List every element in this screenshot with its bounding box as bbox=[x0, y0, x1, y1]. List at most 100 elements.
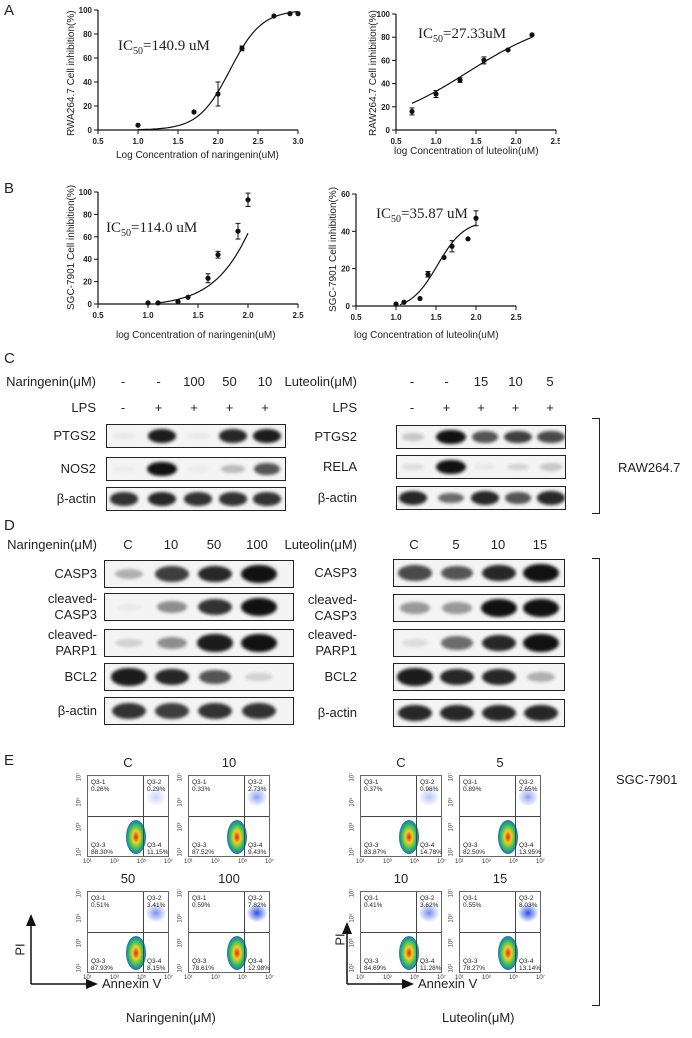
lane-label: + bbox=[477, 400, 485, 415]
protein-band bbox=[504, 492, 532, 504]
svg-text:100: 100 bbox=[377, 10, 391, 19]
ic50-sub: 50 bbox=[433, 34, 443, 45]
quadrant-q3-2: Q3-2 8.03% bbox=[519, 895, 538, 909]
flow-y-tick: 10³ bbox=[448, 822, 455, 832]
protein-band bbox=[398, 565, 432, 581]
svg-text:1.0: 1.0 bbox=[132, 137, 144, 146]
svg-text:3.0: 3.0 bbox=[292, 137, 304, 146]
svg-text:0.5: 0.5 bbox=[390, 137, 402, 146]
gate-line bbox=[244, 776, 245, 856]
gate-line bbox=[416, 892, 417, 972]
protein-band bbox=[198, 669, 232, 685]
cell-population bbox=[498, 820, 518, 854]
quadrant-q3-4: Q3-4 11.15% bbox=[147, 842, 169, 856]
quadrant-q3-2: Q3-2 2.73% bbox=[248, 779, 267, 793]
flow-y-tick: 10⁵ bbox=[448, 913, 455, 923]
lane-label: 10 bbox=[508, 374, 523, 389]
blot-strip bbox=[393, 559, 565, 587]
svg-text:80: 80 bbox=[83, 210, 92, 219]
quadrant-q3-4: Q3-4 11.28% bbox=[420, 958, 442, 972]
flow-x-tick: 10⁷ bbox=[536, 859, 545, 865]
protein-band bbox=[401, 638, 429, 648]
lane-label: 50 bbox=[206, 537, 222, 552]
cell-population bbox=[419, 788, 439, 806]
quadrant-q3-4: Q3-4 8.15% bbox=[147, 958, 166, 972]
lane-label: - bbox=[120, 400, 126, 415]
blot-row-label: β-actin bbox=[317, 490, 357, 505]
blot-row-label: RELA bbox=[323, 459, 357, 474]
protein-band bbox=[402, 463, 424, 471]
treatment-label-luteolin: Luteolin(μM) bbox=[284, 374, 357, 389]
lane-label: + bbox=[442, 400, 451, 415]
flow-x-tick: 10⁷ bbox=[265, 859, 274, 865]
lane-label: 10 bbox=[490, 537, 506, 552]
quadrant-q3-4: Q3-4 13.14% bbox=[519, 958, 542, 972]
ic50-sub: 50 bbox=[133, 46, 143, 57]
protein-band bbox=[470, 491, 500, 505]
flow-plot: Q3-1 0.55% Q3-2 8.03% Q3-3 78.27% Q3-4 13.1… bbox=[459, 891, 541, 973]
flow-x-tick: 10⁷ bbox=[536, 975, 545, 981]
protein-band bbox=[155, 703, 189, 719]
protein-band bbox=[147, 429, 177, 443]
svg-text:1.5: 1.5 bbox=[430, 313, 442, 322]
lane-label: - bbox=[444, 374, 449, 389]
protein-band bbox=[154, 668, 190, 686]
flow-y-tick: 10⁵ bbox=[76, 797, 83, 807]
svg-text:2.5: 2.5 bbox=[510, 313, 522, 322]
blot-strip bbox=[396, 486, 566, 510]
blot-row-label: β-actin bbox=[57, 703, 97, 718]
quadrant-q3-1: Q3-1 0.59% bbox=[192, 895, 211, 909]
lane-label: + bbox=[154, 400, 163, 415]
flow-plot: Q3-1 0.26% Q3-2 0.29% Q3-3 88.30% Q3-4 11.1… bbox=[87, 775, 169, 857]
svg-text:0: 0 bbox=[88, 300, 93, 309]
blot-strip bbox=[104, 629, 294, 657]
y-axis-label: SGC-7901 Cell inhibition(%) bbox=[328, 186, 339, 312]
flow-y-tick: 10⁷ bbox=[76, 772, 83, 782]
lane-label: + bbox=[261, 400, 269, 415]
protein-band bbox=[218, 429, 248, 443]
quadrant-q3-3: Q3-3 87.52% bbox=[192, 842, 215, 856]
panel-letter-c: C bbox=[4, 350, 15, 367]
protein-band bbox=[537, 430, 565, 444]
flow-y-tick: 10³ bbox=[177, 822, 184, 832]
protein-band bbox=[253, 463, 281, 475]
protein-band bbox=[397, 704, 433, 722]
protein-band bbox=[481, 634, 517, 652]
svg-text:0: 0 bbox=[386, 126, 391, 135]
gate-line bbox=[515, 776, 516, 856]
gate-line bbox=[244, 892, 245, 972]
lane-label: 15 bbox=[532, 537, 548, 552]
cell-population bbox=[498, 936, 518, 970]
cell-population bbox=[146, 904, 166, 922]
svg-text:40: 40 bbox=[83, 255, 92, 264]
svg-text:1.0: 1.0 bbox=[430, 137, 442, 146]
protein-band bbox=[523, 704, 559, 722]
treatment-label-naringenin-d: Naringenin(μM) bbox=[7, 537, 97, 552]
flow-plot: Q3-1 0.89% Q3-2 2.65% Q3-3 82.50% Q3-4 13.9… bbox=[459, 775, 541, 857]
quadrant-q3-4: Q3-4 9.43% bbox=[248, 842, 267, 856]
gate-line bbox=[88, 816, 168, 817]
svg-text:2.5: 2.5 bbox=[550, 137, 560, 146]
blot-strip bbox=[393, 594, 565, 622]
gate-line bbox=[515, 892, 516, 972]
blot-strip bbox=[393, 629, 565, 657]
flow-plot-title: 10 bbox=[221, 755, 237, 770]
gate-line bbox=[460, 816, 540, 817]
blot-strip bbox=[106, 487, 286, 511]
y-axis-label: SGC-7901 Cell inhibition(%) bbox=[66, 184, 77, 310]
quadrant-q3-2: Q3-2 3.41% bbox=[147, 895, 166, 909]
flow-y-tick: 10⁷ bbox=[349, 888, 356, 898]
protein-band bbox=[241, 598, 277, 616]
ic50-main: IC bbox=[376, 206, 391, 222]
lane-label: + bbox=[190, 400, 198, 415]
svg-text:0: 0 bbox=[88, 126, 93, 135]
gate-line bbox=[88, 932, 168, 933]
protein-band bbox=[147, 461, 177, 477]
gate-line bbox=[361, 932, 441, 933]
protein-band bbox=[504, 430, 532, 444]
flow-plot: Q3-1 0.33% Q3-2 2.73% Q3-3 87.52% Q3-4 9.43… bbox=[188, 775, 270, 857]
lane-label: + bbox=[225, 400, 234, 415]
ic50-main: IC bbox=[118, 38, 133, 54]
cell-population bbox=[227, 936, 247, 970]
flow-y-tick: 10³ bbox=[177, 938, 184, 948]
